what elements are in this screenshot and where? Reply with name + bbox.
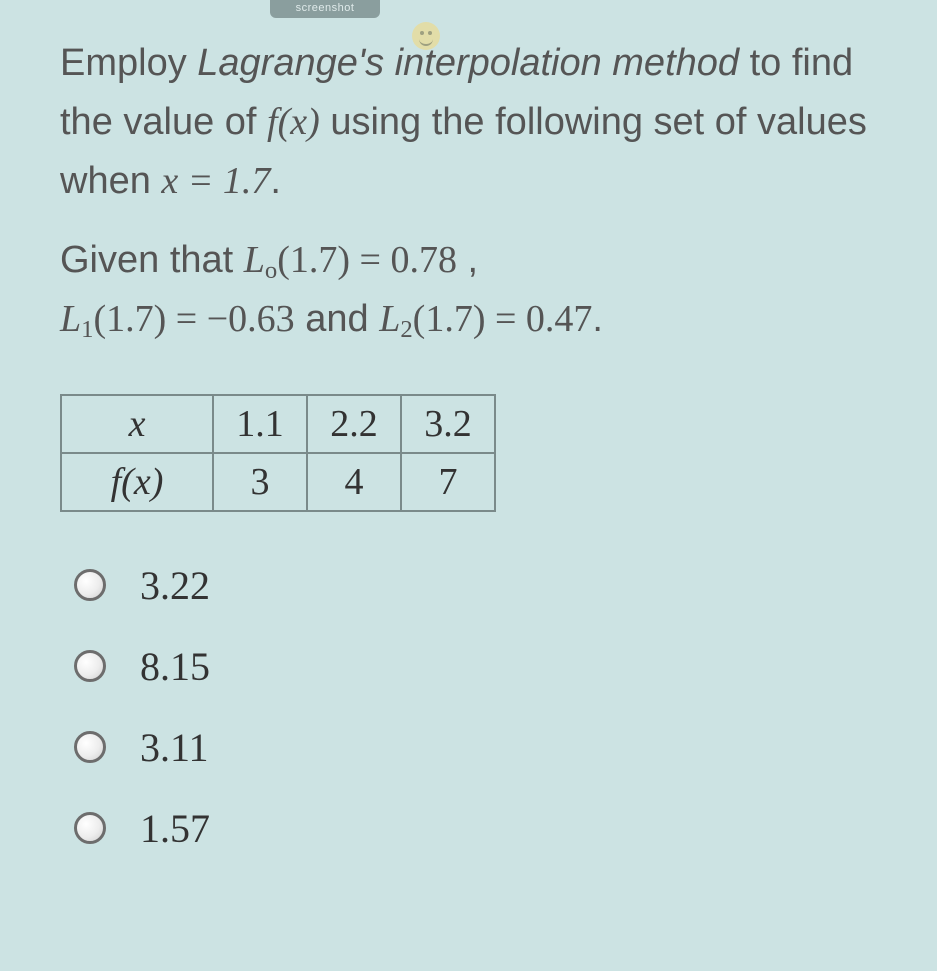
option-label: 3.22	[140, 562, 210, 609]
table-row: f(x) 3 4 7	[61, 453, 495, 511]
table-row: x 1.1 2.2 3.2	[61, 395, 495, 453]
question-paragraph-2: Given that Lo(1.7) = 0.78 , L1(1.7) = −0…	[60, 231, 897, 350]
answer-option[interactable]: 1.57	[74, 805, 897, 852]
radio-icon[interactable]	[74, 731, 106, 763]
radio-icon[interactable]	[74, 569, 106, 601]
option-label: 8.15	[140, 643, 210, 690]
table-cell: 3	[213, 453, 307, 511]
data-table: x 1.1 2.2 3.2 f(x) 3 4 7	[60, 394, 496, 512]
text: .	[270, 160, 281, 202]
tab-remnant: screenshot	[270, 0, 380, 18]
answer-option[interactable]: 3.11	[74, 724, 897, 771]
math-L0: Lo(1.7) = 0.78	[244, 239, 457, 281]
text: and	[295, 298, 380, 340]
radio-icon[interactable]	[74, 650, 106, 682]
math-fx: f(x)	[267, 101, 320, 143]
answer-option[interactable]: 8.15	[74, 643, 897, 690]
text: .	[592, 298, 603, 340]
method-name: Lagrange's interpolation method	[197, 42, 739, 84]
text: Employ	[60, 42, 197, 84]
option-label: 3.11	[140, 724, 209, 771]
math-eq: x = 1.7	[161, 160, 270, 202]
text: Given that	[60, 239, 244, 281]
table-cell: 1.1	[213, 395, 307, 453]
answer-options: 3.22 8.15 3.11 1.57	[74, 562, 897, 852]
row-header-fx: f(x)	[61, 453, 213, 511]
table-cell: 4	[307, 453, 401, 511]
table-cell: 3.2	[401, 395, 495, 453]
math-L1: L1(1.7) = −0.63	[60, 298, 295, 340]
text: ,	[457, 239, 478, 281]
row-header-x: x	[61, 395, 213, 453]
question-container: Employ Lagrange's interpolation method t…	[60, 34, 897, 886]
answer-option[interactable]: 3.22	[74, 562, 897, 609]
option-label: 1.57	[140, 805, 210, 852]
table-cell: 2.2	[307, 395, 401, 453]
radio-icon[interactable]	[74, 812, 106, 844]
question-paragraph-1: Employ Lagrange's interpolation method t…	[60, 34, 897, 211]
table-cell: 7	[401, 453, 495, 511]
math-L2: L2(1.7) = 0.47	[379, 298, 592, 340]
